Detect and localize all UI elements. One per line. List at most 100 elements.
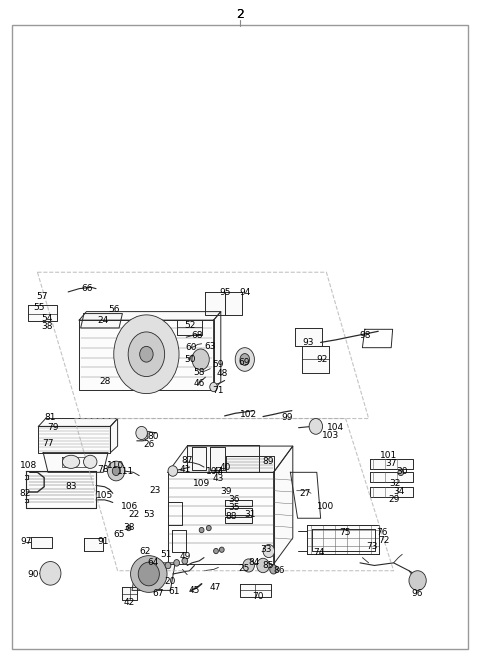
Text: 67: 67 xyxy=(153,588,164,598)
Text: 89: 89 xyxy=(262,457,274,466)
Polygon shape xyxy=(26,471,96,508)
Ellipse shape xyxy=(84,455,97,468)
Ellipse shape xyxy=(131,556,167,592)
Text: 107: 107 xyxy=(206,466,224,476)
Text: 55: 55 xyxy=(34,302,45,312)
Ellipse shape xyxy=(206,525,211,531)
Text: 27: 27 xyxy=(299,489,311,499)
Text: 87: 87 xyxy=(181,456,193,465)
Text: 28: 28 xyxy=(99,377,110,386)
Text: 23: 23 xyxy=(149,486,160,495)
Text: 62: 62 xyxy=(140,546,151,556)
Text: 97: 97 xyxy=(21,537,32,546)
Polygon shape xyxy=(31,537,52,548)
Text: 56: 56 xyxy=(108,305,120,314)
Ellipse shape xyxy=(140,346,153,362)
Text: 83: 83 xyxy=(65,482,77,491)
Text: 106: 106 xyxy=(121,502,138,511)
Polygon shape xyxy=(79,320,214,390)
Text: 93: 93 xyxy=(302,338,314,347)
Ellipse shape xyxy=(210,382,217,392)
Text: 68: 68 xyxy=(191,331,203,340)
Text: 22: 22 xyxy=(129,510,140,519)
Text: 75: 75 xyxy=(339,528,350,537)
Text: 57: 57 xyxy=(36,292,48,301)
Text: 53: 53 xyxy=(143,510,155,519)
Text: 82: 82 xyxy=(20,489,31,499)
Text: 85: 85 xyxy=(262,561,274,570)
Text: 98: 98 xyxy=(359,331,371,340)
Ellipse shape xyxy=(257,558,269,573)
Text: 50: 50 xyxy=(184,355,195,364)
Text: 47: 47 xyxy=(209,583,221,592)
Text: 41: 41 xyxy=(179,464,191,474)
Ellipse shape xyxy=(114,315,179,394)
Text: 76: 76 xyxy=(376,528,387,537)
Ellipse shape xyxy=(409,571,426,590)
Text: 71: 71 xyxy=(213,386,224,396)
Text: 48: 48 xyxy=(216,369,228,379)
Text: 77: 77 xyxy=(42,439,54,448)
Text: 44: 44 xyxy=(213,466,224,476)
Text: 39: 39 xyxy=(220,487,231,496)
Ellipse shape xyxy=(398,469,404,476)
Polygon shape xyxy=(81,314,122,328)
Text: 100: 100 xyxy=(317,502,334,511)
Text: 110: 110 xyxy=(107,461,124,470)
Text: 51: 51 xyxy=(160,550,171,559)
Polygon shape xyxy=(122,587,137,600)
Text: 94: 94 xyxy=(239,288,251,297)
Ellipse shape xyxy=(138,562,159,586)
Ellipse shape xyxy=(199,527,204,533)
Polygon shape xyxy=(110,419,118,453)
Text: 2: 2 xyxy=(236,8,244,21)
Polygon shape xyxy=(28,305,57,321)
Ellipse shape xyxy=(270,565,277,574)
Text: 86: 86 xyxy=(274,566,285,575)
Text: 92: 92 xyxy=(317,355,328,364)
Polygon shape xyxy=(168,446,293,472)
Text: 49: 49 xyxy=(179,552,191,561)
Text: 105: 105 xyxy=(96,491,113,501)
Text: 36: 36 xyxy=(228,495,240,504)
Text: 90: 90 xyxy=(27,570,38,579)
Polygon shape xyxy=(187,445,259,472)
Text: 60: 60 xyxy=(185,343,197,352)
Text: 54: 54 xyxy=(41,314,53,323)
Text: 64: 64 xyxy=(147,558,158,567)
Text: 109: 109 xyxy=(193,479,210,488)
Text: 34: 34 xyxy=(394,487,405,496)
Text: 37: 37 xyxy=(385,459,397,468)
Polygon shape xyxy=(226,456,274,472)
Text: 74: 74 xyxy=(313,548,325,557)
Ellipse shape xyxy=(240,354,250,365)
Ellipse shape xyxy=(62,455,80,468)
Text: 38: 38 xyxy=(41,322,53,331)
Polygon shape xyxy=(240,584,271,597)
Text: 88: 88 xyxy=(226,512,237,522)
Text: 65: 65 xyxy=(113,530,125,539)
Polygon shape xyxy=(214,312,221,390)
Polygon shape xyxy=(307,525,379,554)
Text: 81: 81 xyxy=(45,413,56,422)
Text: 99: 99 xyxy=(281,413,293,422)
Ellipse shape xyxy=(128,332,165,377)
Polygon shape xyxy=(168,472,274,564)
Text: 61: 61 xyxy=(168,586,180,596)
Ellipse shape xyxy=(235,348,254,371)
Text: 43: 43 xyxy=(213,474,224,483)
Text: 80: 80 xyxy=(147,432,158,441)
Text: 78: 78 xyxy=(97,465,109,474)
Text: 104: 104 xyxy=(327,423,345,432)
Text: 103: 103 xyxy=(322,431,339,440)
Text: 102: 102 xyxy=(240,410,257,419)
Text: 108: 108 xyxy=(20,461,37,470)
Polygon shape xyxy=(132,563,175,590)
Text: 72: 72 xyxy=(378,536,390,545)
Ellipse shape xyxy=(165,562,171,569)
Text: 96: 96 xyxy=(412,589,423,598)
Ellipse shape xyxy=(182,558,188,564)
Ellipse shape xyxy=(174,560,180,566)
Text: 84: 84 xyxy=(249,558,260,567)
Text: 30: 30 xyxy=(396,466,408,476)
